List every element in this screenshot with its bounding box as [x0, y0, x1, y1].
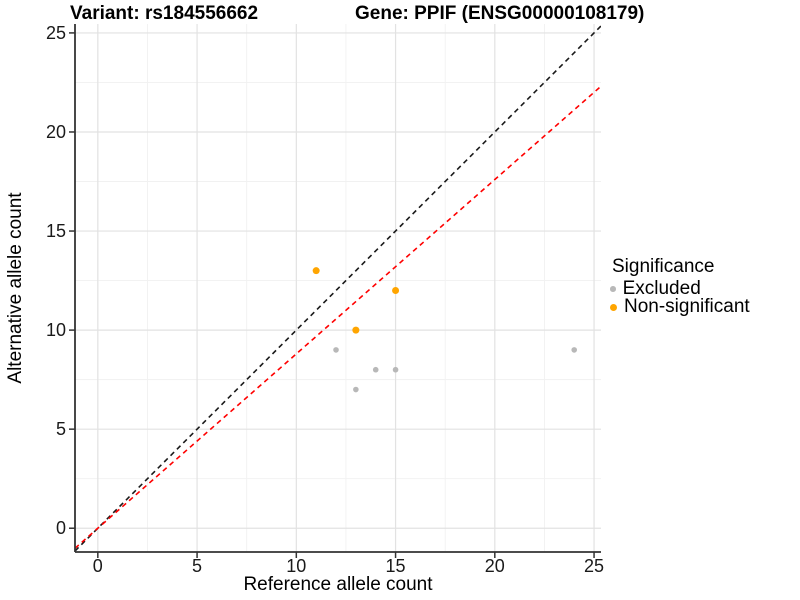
legend-title: Significance	[612, 256, 715, 277]
x-tick-label: 15	[385, 556, 406, 576]
data-point-non-significant	[352, 326, 360, 334]
y-tick-label: 0	[55, 518, 66, 539]
plot-title-gene: Gene: PPIF (ENSG00000108179)	[355, 3, 645, 24]
excluded-dot-icon	[610, 286, 616, 292]
y-tick-label: 20	[45, 121, 66, 142]
data-point-excluded	[333, 347, 339, 353]
legend-label-non-significant: Non-significant	[624, 296, 750, 317]
data-point-excluded	[372, 366, 379, 373]
y-tick-label: 10	[45, 320, 66, 341]
y-tick-label: 25	[45, 22, 66, 43]
legend: Significance Excluded Non-significant	[610, 256, 750, 317]
non-significant-dot-icon	[610, 303, 617, 311]
data-point-excluded	[392, 366, 399, 373]
legend-entry-excluded: Excluded	[610, 278, 750, 299]
x-tick-label: 0	[92, 556, 103, 576]
data-point-non-significant	[392, 286, 400, 294]
x-axis-title: Reference allele count	[243, 574, 433, 595]
data-point-non-significant	[312, 267, 320, 275]
x-tick-label: 20	[484, 556, 505, 576]
y-tick-label: 5	[55, 419, 66, 440]
legend-label-excluded: Excluded	[622, 278, 701, 299]
identity-line	[75, 25, 601, 552]
x-tick-label: 5	[192, 556, 203, 576]
data-point-excluded	[571, 347, 578, 353]
y-axis-title: Alternative allele count	[5, 192, 26, 384]
legend-entry-non-significant: Non-significant	[610, 296, 750, 317]
y-tick-label: 15	[45, 221, 66, 242]
x-tick-label: 25	[584, 556, 605, 576]
x-tick-label: 10	[286, 556, 307, 576]
plot-title-variant: Variant: rs184556662	[70, 3, 259, 24]
data-point-excluded	[353, 386, 359, 393]
